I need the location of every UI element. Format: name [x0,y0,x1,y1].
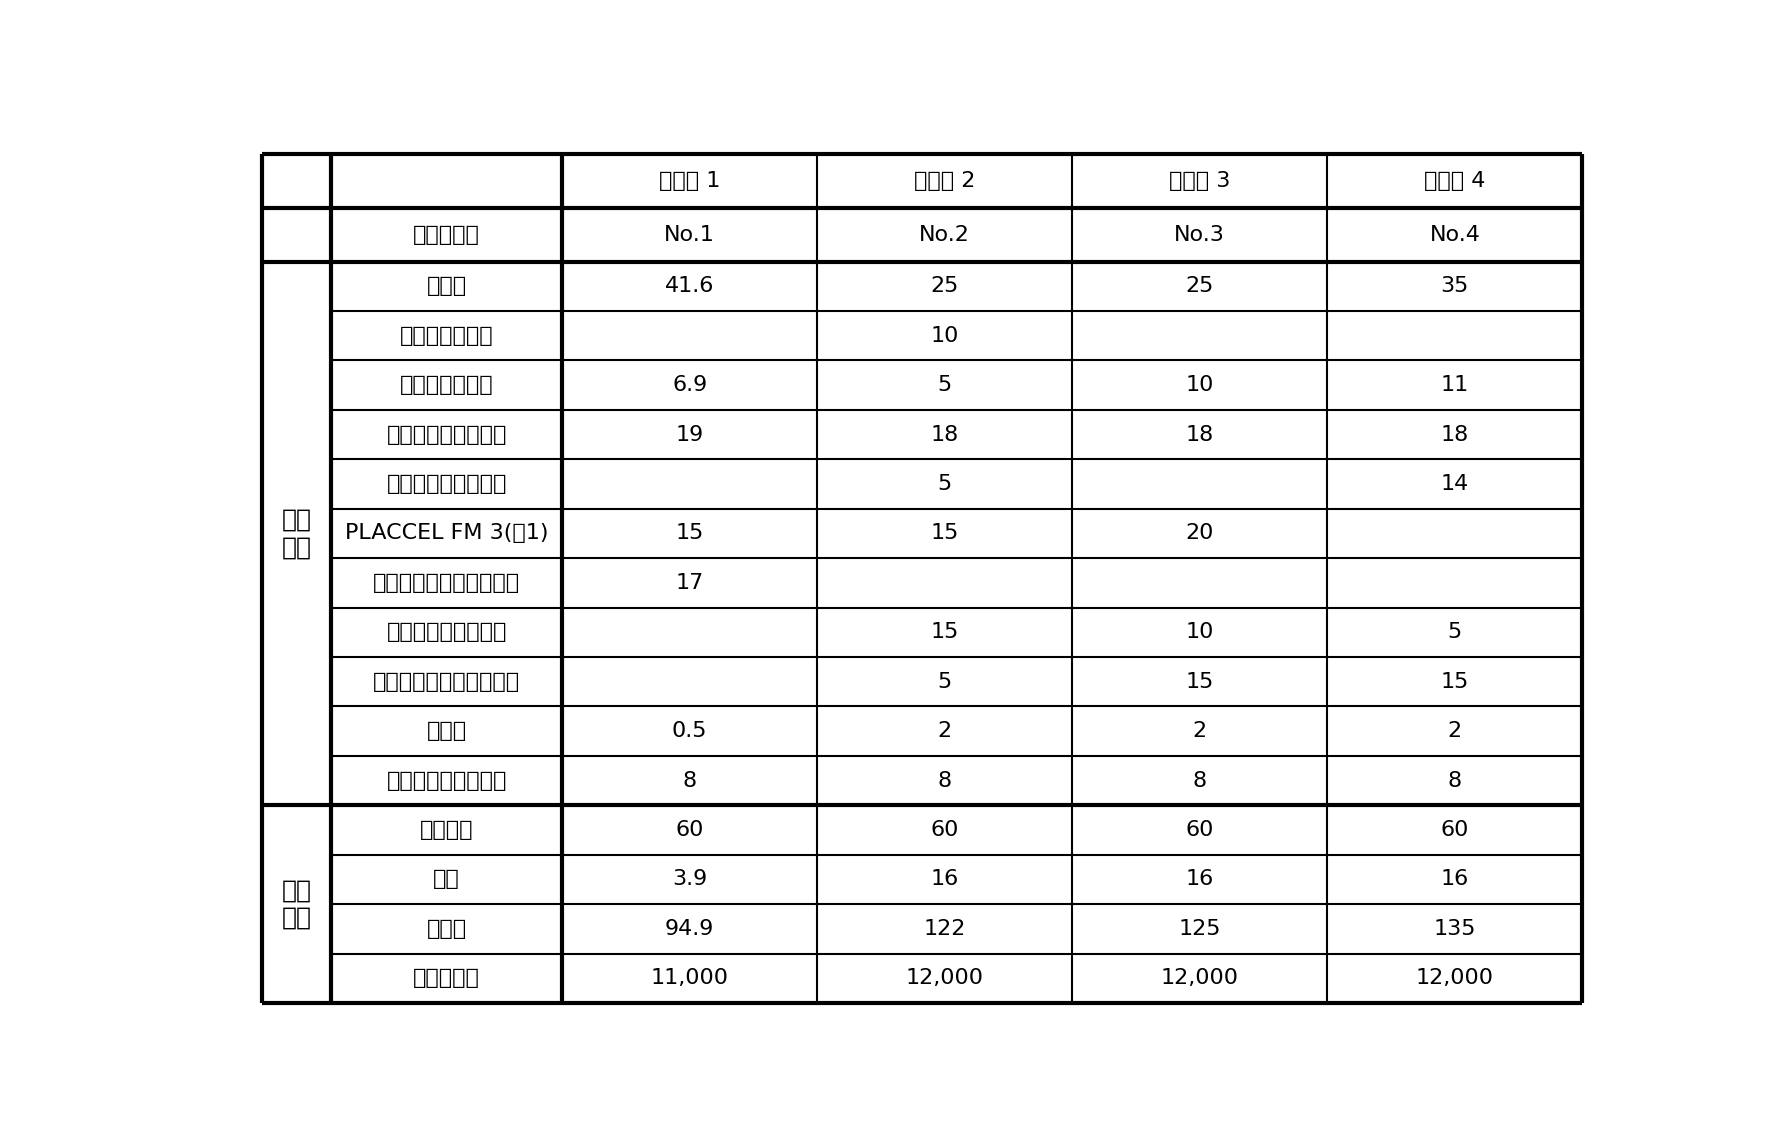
Text: 苯乙烯: 苯乙烯 [426,276,467,297]
Text: 19: 19 [675,424,704,445]
Text: 18: 18 [1442,424,1468,445]
Text: 10: 10 [930,325,959,346]
Text: 丙烯酸４－羟基丁酯: 丙烯酸４－羟基丁酯 [387,474,506,494]
Text: 14: 14 [1442,474,1468,494]
Text: 制备例 4: 制备例 4 [1424,171,1486,191]
Text: 树脂
特征: 树脂 特征 [282,878,312,931]
Text: 甲基丙烯酸２－羟基丙酯: 甲基丙烯酸２－羟基丙酯 [372,672,520,692]
Text: 135: 135 [1435,919,1475,939]
Text: 酸值: 酸值 [433,870,460,889]
Text: 11,000: 11,000 [650,968,729,988]
Text: No.3: No.3 [1174,225,1226,245]
Text: 18: 18 [930,424,959,445]
Text: 固体成分: 固体成分 [421,821,474,840]
Text: 二叔丁基氢过氧化物: 二叔丁基氢过氧化物 [387,770,506,791]
Text: 0.5: 0.5 [672,721,707,741]
Text: 15: 15 [1185,672,1214,692]
Text: 10: 10 [1185,622,1214,642]
Text: 41.6: 41.6 [665,276,715,297]
Text: 12,000: 12,000 [1417,968,1493,988]
Text: 制备例 3: 制备例 3 [1169,171,1231,191]
Text: 8: 8 [1447,770,1461,791]
Text: 18: 18 [1185,424,1214,445]
Text: 16: 16 [1442,870,1468,889]
Text: No.2: No.2 [920,225,969,245]
Bar [262,155,561,209]
Text: 5: 5 [937,672,952,692]
Text: 8: 8 [683,770,697,791]
Text: 16: 16 [1185,870,1214,889]
Text: 94.9: 94.9 [665,919,715,939]
Text: 制备例 2: 制备例 2 [914,171,975,191]
Text: No.4: No.4 [1429,225,1481,245]
Text: 60: 60 [675,821,704,840]
Text: 16: 16 [930,870,959,889]
Text: 甲基丙烯酸甲酯: 甲基丙烯酸甲酯 [399,325,494,346]
Text: 25: 25 [1185,276,1214,297]
Text: 15: 15 [675,524,704,543]
Text: 5: 5 [1447,622,1461,642]
Text: No.1: No.1 [665,225,715,245]
Text: 5: 5 [937,474,952,494]
Text: 15: 15 [930,622,959,642]
Text: PLACCEL FM 3(注1): PLACCEL FM 3(注1) [346,524,549,543]
Text: 12,000: 12,000 [1160,968,1238,988]
Bar [561,155,818,209]
Text: 122: 122 [923,919,966,939]
Text: 10: 10 [1185,375,1214,395]
Bar [1073,155,1328,209]
Bar [1328,155,1582,209]
Text: 重均分子量: 重均分子量 [413,968,479,988]
Text: 11: 11 [1442,375,1468,395]
Text: 125: 125 [1178,919,1221,939]
Text: 甲基丙烯酸异丁基酯: 甲基丙烯酸异丁基酯 [387,424,506,445]
Text: 12,000: 12,000 [905,968,984,988]
Text: 25: 25 [930,276,959,297]
Text: 5: 5 [937,375,952,395]
Text: 15: 15 [1440,672,1468,692]
Text: 配比
内容: 配比 内容 [282,508,312,559]
Text: 60: 60 [1185,821,1214,840]
Text: 2: 2 [937,721,952,741]
Text: 35: 35 [1440,276,1468,297]
Text: 甲基丙烯酸２－羟基乙酯: 甲基丙烯酸２－羟基乙酯 [372,573,520,592]
Text: 丙烯酸: 丙烯酸 [426,721,467,741]
Text: 15: 15 [930,524,959,543]
Text: 8: 8 [1192,770,1206,791]
Text: 60: 60 [930,821,959,840]
Text: 制备例 1: 制备例 1 [659,171,720,191]
Bar [818,155,1073,209]
Text: 20: 20 [1185,524,1214,543]
Text: 3.9: 3.9 [672,870,707,889]
Text: 丙烯酸正丁基酯: 丙烯酸正丁基酯 [399,375,494,395]
Text: 17: 17 [675,573,704,592]
Text: 2: 2 [1192,721,1206,741]
Text: 丙烯酸树脂: 丙烯酸树脂 [413,225,479,245]
Text: 丙烯酸２－羟基丙酯: 丙烯酸２－羟基丙酯 [387,622,506,642]
Text: 8: 8 [937,770,952,791]
Text: 60: 60 [1440,821,1468,840]
Text: 2: 2 [1447,721,1461,741]
Text: 6.9: 6.9 [672,375,707,395]
Text: 羟基值: 羟基值 [426,919,467,939]
